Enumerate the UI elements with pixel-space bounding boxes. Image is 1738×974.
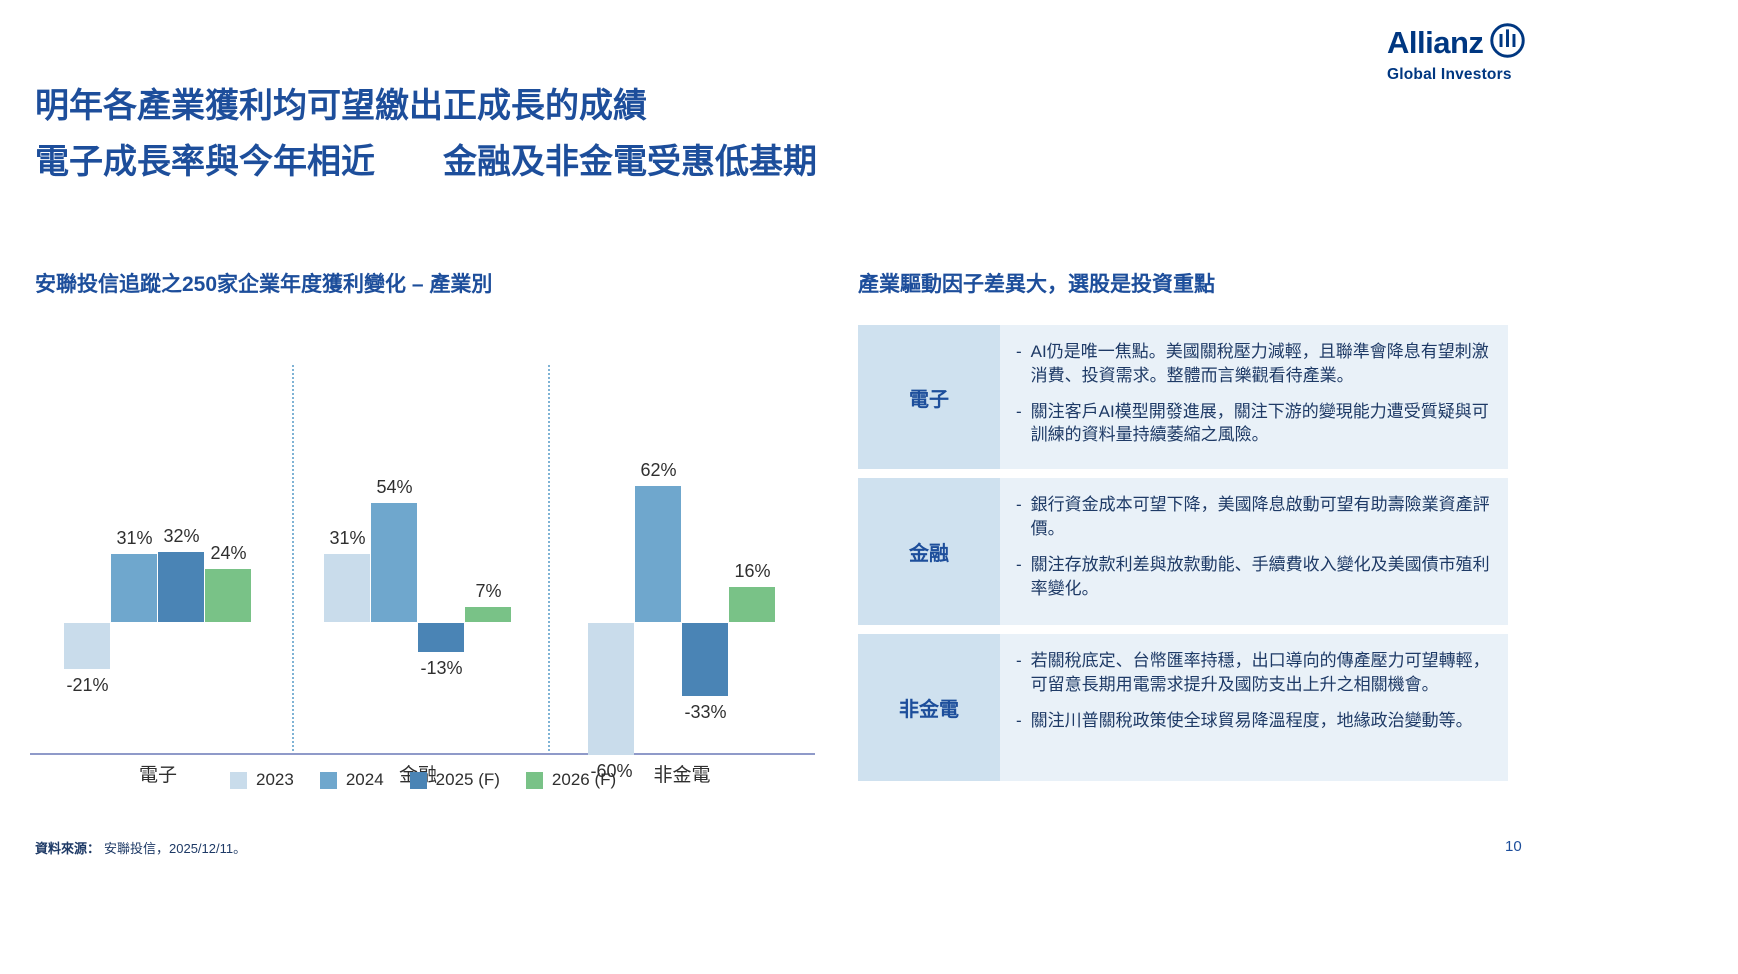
legend-item: 2025 (F) bbox=[409, 770, 500, 790]
bar-電子-2023 bbox=[64, 623, 110, 670]
bar-value-label: -21% bbox=[66, 675, 109, 696]
source-text: 安聯投信，2025/12/11。 bbox=[104, 841, 247, 856]
x-axis-line bbox=[30, 753, 815, 755]
bar-value-label: -33% bbox=[684, 701, 727, 722]
bullet-dash: - bbox=[1016, 651, 1022, 671]
bar-金融-2026 (F) bbox=[465, 606, 511, 622]
bar-value-label: 24% bbox=[210, 543, 247, 564]
bar-value-label: -13% bbox=[420, 657, 463, 678]
bar-value-label: 31% bbox=[116, 527, 153, 548]
bullet-text: 關注客戶AI模型開發進展，關注下游的變現能力遭受質疑與可訓練的資料量持續萎縮之風… bbox=[1030, 401, 1489, 445]
legend-swatch-icon bbox=[525, 771, 543, 789]
insight-row-content: - 若關稅底定、台幣匯率持穩，出口導向的傳產壓力可望轉輕，可留意長期用電需求提升… bbox=[1000, 634, 1508, 782]
group-separator-icon bbox=[292, 365, 294, 755]
page-title-line2: 電子成長率與今年相近 金融及非金電受惠低基期 bbox=[35, 143, 817, 181]
bullet-text: AI仍是唯一焦點。美國關稅壓力減輕，且聯準會降息有望刺激消費、投資需求。整體而言… bbox=[1030, 342, 1489, 385]
legend-swatch-icon bbox=[230, 771, 247, 789]
bar-電子-2026 (F) bbox=[205, 569, 251, 622]
legend-label: 2024 bbox=[345, 770, 384, 789]
bar-非金電-2024 bbox=[635, 485, 681, 622]
group-separator-icon bbox=[548, 365, 550, 755]
bullet-point: - AI仍是唯一焦點。美國關稅壓力減輕，且聯準會降息有望刺激消費、投資需求。整體… bbox=[1016, 340, 1492, 388]
source-label: 資料來源： bbox=[35, 841, 101, 856]
legend-item: 2026 (F) bbox=[525, 770, 617, 790]
insight-row-label: 非金電 bbox=[858, 634, 1000, 782]
legend-label: 2026 (F) bbox=[551, 770, 617, 789]
page-title-line1: 明年各產業獲利均可望繳出正成長的成績 bbox=[35, 87, 647, 125]
insight-row-content: - AI仍是唯一焦點。美國關稅壓力減輕，且聯準會降息有望刺激消費、投資需求。整體… bbox=[1000, 325, 1508, 470]
insight-row-label: 金融 bbox=[858, 478, 1000, 626]
allianz-logo-subtitle: Global Investors bbox=[1387, 66, 1512, 83]
legend-swatch-icon bbox=[319, 771, 337, 789]
insight-row-non-tech: 非金電 - 若關稅底定、台幣匯率持穩，出口導向的傳產壓力可望轉輕，可留意長期用電… bbox=[858, 634, 1508, 782]
bar-chart: -21%31%32%24%電子31%54%-13%7%金融-60%62%-33%… bbox=[30, 340, 815, 820]
bullet-point: - 若關稅底定、台幣匯率持穩，出口導向的傳產壓力可望轉輕，可留意長期用電需求提升… bbox=[1016, 649, 1492, 697]
bullet-dash: - bbox=[1016, 710, 1022, 730]
bar-value-label: 54% bbox=[376, 477, 413, 498]
bullet-text: 銀行資金成本可望下降，美國降息啟動可望有助壽險業資產評價。 bbox=[1030, 495, 1490, 538]
bullet-text: 若關稅底定、台幣匯率持穩，出口導向的傳產壓力可望轉輕，可留意長期用電需求提升及國… bbox=[1030, 651, 1490, 694]
bar-plot: -21%31%32%24%電子31%54%-13%7%金融-60%62%-33%… bbox=[30, 340, 815, 820]
chart-legend: 2023 2024 2025 (F) 2026 (F) bbox=[230, 770, 642, 790]
legend-swatch-icon bbox=[409, 771, 427, 789]
allianz-wordmark: Allianz bbox=[1387, 25, 1484, 60]
bar-金融-2025 (F) bbox=[418, 623, 464, 652]
bar-非金電-2026 (F) bbox=[729, 586, 775, 622]
bar-value-label: 7% bbox=[475, 580, 502, 601]
bar-value-label: -60% bbox=[590, 761, 633, 781]
page-title: 明年各產業獲利均可望繳出正成長的成績 電子成長率與今年相近 金融及非金電受惠低基… bbox=[35, 78, 817, 190]
bar-非金電-2025 (F) bbox=[682, 623, 728, 696]
bullet-point: - 銀行資金成本可望下降，美國降息啟動可望有助壽險業資產評價。 bbox=[1016, 493, 1492, 541]
chart-subtitle: 安聯投信追蹤之250家企業年度獲利變化 – 產業別 bbox=[35, 273, 493, 296]
bar-金融-2024 bbox=[371, 503, 417, 622]
category-label: 電子 bbox=[138, 765, 177, 786]
bar-電子-2025 (F) bbox=[158, 551, 204, 622]
insight-row-financials: 金融 - 銀行資金成本可望下降，美國降息啟動可望有助壽險業資產評價。 - 關注存… bbox=[858, 478, 1508, 626]
bullet-point: - 關注客戶AI模型開發進展，關注下游的變現能力遭受質疑與可訓練的資料量持續萎縮… bbox=[1016, 400, 1492, 448]
bar-value-label: 62% bbox=[640, 459, 677, 480]
insight-row-label: 電子 bbox=[858, 325, 1000, 470]
bullet-text: 關注存放款利差與放款動能、手續費收入變化及美國債市殖利率變化。 bbox=[1030, 554, 1490, 598]
bullet-dash: - bbox=[1016, 554, 1022, 574]
bullet-point: - 關注存放款利差與放款動能、手續費收入變化及美國債市殖利率變化。 bbox=[1016, 553, 1492, 601]
source-note: 資料來源： 安聯投信，2025/12/11。 bbox=[35, 838, 246, 857]
legend-item: 2024 bbox=[319, 770, 384, 790]
bullet-dash: - bbox=[1016, 401, 1022, 421]
bar-非金電-2023 bbox=[588, 623, 634, 755]
bullet-dash: - bbox=[1016, 495, 1022, 515]
bullet-dash: - bbox=[1016, 342, 1022, 361]
allianz-logo: Allianz Global Investors bbox=[1387, 22, 1537, 84]
bar-value-label: 31% bbox=[329, 527, 366, 548]
bullet-point: - 關注川普關稅政策使全球貿易降溫程度，地緣政治變動等。 bbox=[1016, 709, 1492, 733]
legend-label: 2023 bbox=[256, 770, 294, 789]
insights-subtitle: 產業驅動因子差異大，選股是投資重點 bbox=[858, 273, 1215, 296]
category-label: 非金電 bbox=[653, 765, 711, 786]
page-number: 10 bbox=[1505, 838, 1522, 855]
insights-table: 電子 - AI仍是唯一焦點。美國關稅壓力減輕，且聯準會降息有望刺激消費、投資需求… bbox=[858, 325, 1508, 790]
bullet-text: 關注川普關稅政策使全球貿易降溫程度，地緣政治變動等。 bbox=[1030, 710, 1473, 730]
insight-row-electronics: 電子 - AI仍是唯一焦點。美國關稅壓力減輕，且聯準會降息有望刺激消費、投資需求… bbox=[858, 325, 1508, 470]
bar-value-label: 16% bbox=[734, 560, 771, 581]
insight-row-content: - 銀行資金成本可望下降，美國降息啟動可望有助壽險業資產評價。 - 關注存放款利… bbox=[1000, 478, 1508, 626]
bar-金融-2023 bbox=[324, 553, 370, 622]
bar-value-label: 32% bbox=[163, 525, 200, 546]
bar-電子-2024 bbox=[111, 553, 157, 622]
allianz-eagle-icon bbox=[1489, 22, 1526, 64]
legend-item: 2023 bbox=[230, 770, 294, 790]
legend-label: 2025 (F) bbox=[435, 770, 500, 789]
